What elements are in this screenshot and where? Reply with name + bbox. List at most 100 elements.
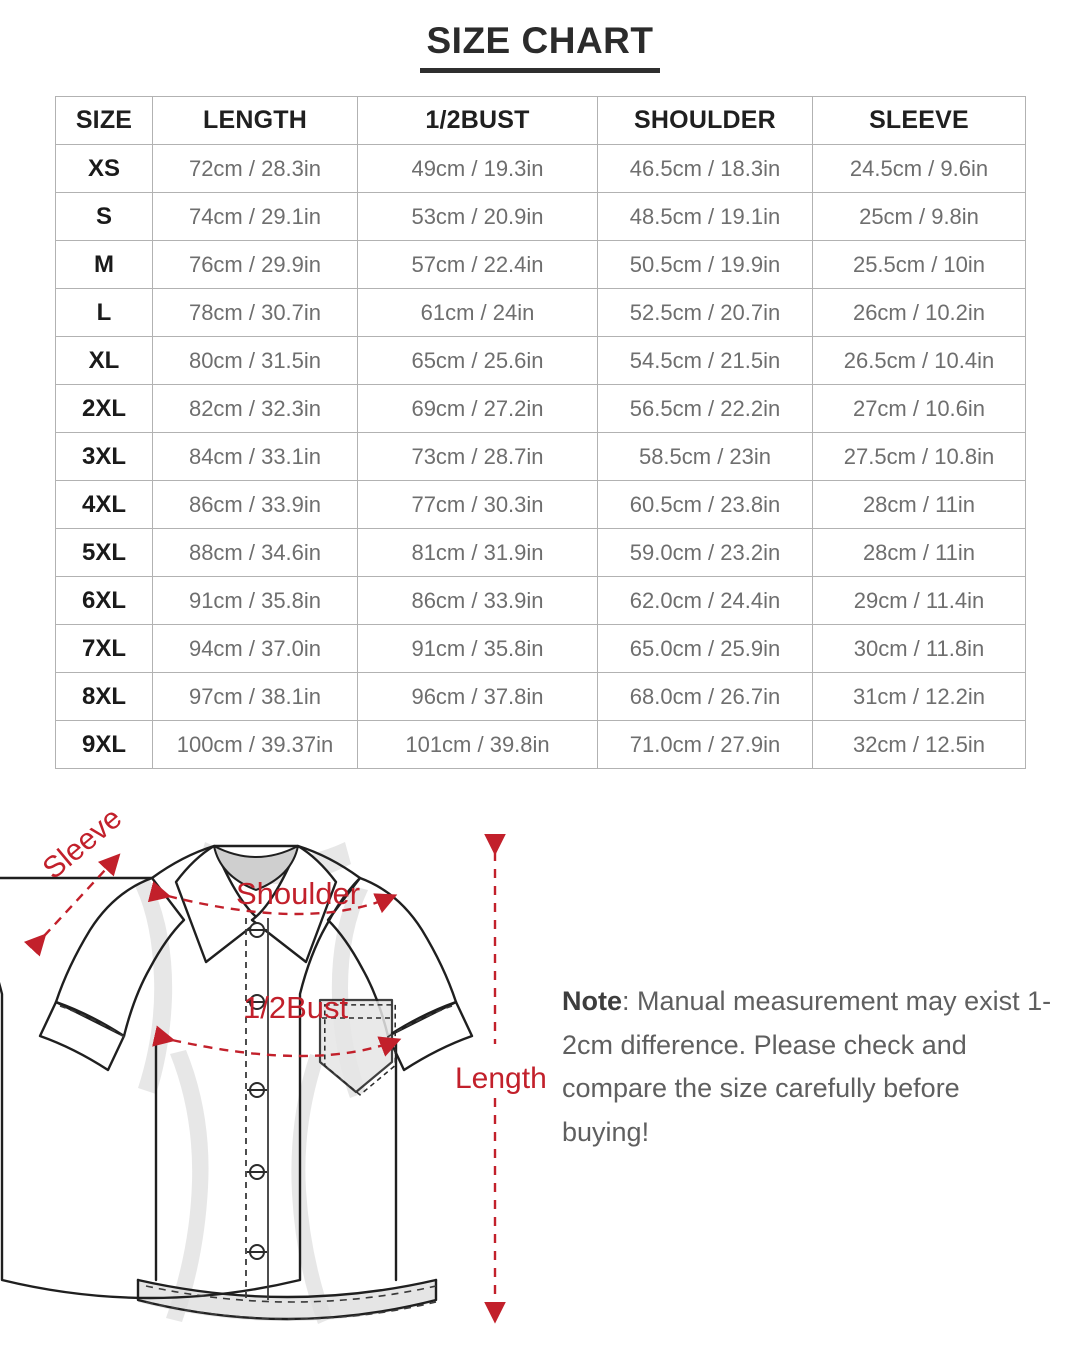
cell-bust: 91cm / 35.8in — [357, 624, 598, 673]
cell-sleeve: 26cm / 10.2in — [812, 288, 1026, 337]
cell-length: 72cm / 28.3in — [152, 144, 358, 193]
page-title: SIZE CHART — [426, 20, 654, 61]
shoulder-measure-arrow — [147, 881, 398, 916]
hem-stitching — [145, 1285, 437, 1320]
table-row: L 78cm / 30.7in 61cm / 24in 52.5cm / 20.7in… — [55, 288, 1026, 337]
table-row: M 76cm / 29.9in 57cm / 22.4in 50.5cm / 19.9… — [55, 240, 1026, 289]
title-underline — [420, 67, 660, 73]
bust-measure-arrow — [152, 1025, 402, 1058]
note-body: : Manual measurement may exist 1-2cm dif… — [562, 986, 1052, 1148]
cell-sleeve: 25.5cm / 10in — [812, 240, 1026, 289]
sleeve-measure-arrow — [23, 853, 121, 957]
column-header-size: SIZE — [55, 96, 153, 145]
cell-shoulder: 60.5cm / 23.8in — [597, 480, 813, 529]
cell-length: 97cm / 38.1in — [152, 672, 358, 721]
cell-sleeve: 26.5cm / 10.4in — [812, 336, 1026, 385]
measurement-note: Note: Manual measurement may exist 1-2cm… — [562, 980, 1054, 1155]
column-header-shoulder: SHOULDER — [597, 96, 813, 145]
table-header: SIZE LENGTH 1/2BUST SHOULDER SLEEVE — [55, 96, 1026, 145]
cell-shoulder: 46.5cm / 18.3in — [597, 144, 813, 193]
cell-shoulder: 65.0cm / 25.9in — [597, 624, 813, 673]
table-row: 4XL 86cm / 33.9in 77cm / 30.3in 60.5cm / 23… — [55, 480, 1026, 529]
cell-length: 94cm / 37.0in — [152, 624, 358, 673]
cell-size: M — [55, 240, 153, 289]
cell-size: L — [55, 288, 153, 337]
cell-bust: 101cm / 39.8in — [357, 720, 598, 769]
cell-bust: 69cm / 27.2in — [357, 384, 598, 433]
cell-size: 7XL — [55, 624, 153, 673]
cell-shoulder: 52.5cm / 20.7in — [597, 288, 813, 337]
column-header-bust: 1/2BUST — [357, 96, 598, 145]
cell-length: 86cm / 33.9in — [152, 480, 358, 529]
cell-shoulder: 50.5cm / 19.9in — [597, 240, 813, 289]
cell-sleeve: 25cm / 9.8in — [812, 192, 1026, 241]
shirt-outline — [0, 844, 474, 1321]
buttons — [247, 922, 267, 1260]
button-placket — [245, 918, 269, 1300]
cell-shoulder: 54.5cm / 21.5in — [597, 336, 813, 385]
header-row: SIZE LENGTH 1/2BUST SHOULDER SLEEVE — [55, 96, 1026, 145]
table-row: 7XL 94cm / 37.0in 91cm / 35.8in 65.0cm / 25… — [55, 624, 1026, 673]
cell-sleeve: 27cm / 10.6in — [812, 384, 1026, 433]
table-row: 2XL 82cm / 32.3in 69cm / 27.2in 56.5cm / 22… — [55, 384, 1026, 433]
note-lead: Note — [562, 986, 622, 1016]
cell-bust: 77cm / 30.3in — [357, 480, 598, 529]
cell-length: 84cm / 33.1in — [152, 432, 358, 481]
cell-bust: 73cm / 28.7in — [357, 432, 598, 481]
cell-size: 4XL — [55, 480, 153, 529]
cell-bust: 65cm / 25.6in — [357, 336, 598, 385]
cell-sleeve: 27.5cm / 10.8in — [812, 432, 1026, 481]
cell-sleeve: 28cm / 11in — [812, 480, 1026, 529]
table-row: 6XL 91cm / 35.8in 86cm / 33.9in 62.0cm / 24… — [55, 576, 1026, 625]
cell-size: 2XL — [55, 384, 153, 433]
cell-length: 91cm / 35.8in — [152, 576, 358, 625]
table-row: 3XL 84cm / 33.1in 73cm / 28.7in 58.5cm / 23… — [55, 432, 1026, 481]
cell-shoulder: 62.0cm / 24.4in — [597, 576, 813, 625]
size-chart-table: SIZE LENGTH 1/2BUST SHOULDER SLEEVE XS 72… — [55, 96, 1026, 769]
table-row: 9XL 100cm / 39.37in 101cm / 39.8in 71.0cm /… — [55, 720, 1026, 769]
cell-size: 9XL — [55, 720, 153, 769]
label-shoulder: Shoulder — [236, 876, 361, 911]
cell-shoulder: 71.0cm / 27.9in — [597, 720, 813, 769]
column-header-length: LENGTH — [152, 96, 358, 145]
cell-bust: 81cm / 31.9in — [357, 528, 598, 577]
table-row: XS 72cm / 28.3in 49cm / 19.3in 46.5cm / 18.… — [55, 144, 1026, 193]
cell-shoulder: 48.5cm / 19.1in — [597, 192, 813, 241]
cell-length: 100cm / 39.37in — [152, 720, 358, 769]
cell-size: 3XL — [55, 432, 153, 481]
cell-sleeve: 30cm / 11.8in — [812, 624, 1026, 673]
cell-sleeve: 29cm / 11.4in — [812, 576, 1026, 625]
cell-shoulder: 68.0cm / 26.7in — [597, 672, 813, 721]
cell-bust: 49cm / 19.3in — [357, 144, 598, 193]
cell-length: 78cm / 30.7in — [152, 288, 358, 337]
table-row: XL 80cm / 31.5in 65cm / 25.6in 54.5cm / 21.… — [55, 336, 1026, 385]
column-header-sleeve: SLEEVE — [812, 96, 1026, 145]
cell-size: 5XL — [55, 528, 153, 577]
cell-shoulder: 56.5cm / 22.2in — [597, 384, 813, 433]
cell-bust: 96cm / 37.8in — [357, 672, 598, 721]
cell-bust: 86cm / 33.9in — [357, 576, 598, 625]
table-row: 5XL 88cm / 34.6in 81cm / 31.9in 59.0cm / 23… — [55, 528, 1026, 577]
label-half-bust: 1/2Bust — [243, 990, 349, 1025]
cell-length: 76cm / 29.9in — [152, 240, 358, 289]
cell-bust: 53cm / 20.9in — [357, 192, 598, 241]
cell-size: XS — [55, 144, 153, 193]
page-title-block: SIZE CHART — [0, 20, 1080, 73]
cell-size: 6XL — [55, 576, 153, 625]
shirt-illustration-svg — [0, 834, 506, 1324]
cell-shoulder: 58.5cm / 23in — [597, 432, 813, 481]
hem-fill — [138, 1280, 436, 1321]
cell-bust: 61cm / 24in — [357, 288, 598, 337]
cell-sleeve: 28cm / 11in — [812, 528, 1026, 577]
cell-size: XL — [55, 336, 153, 385]
cell-size: S — [55, 192, 153, 241]
cell-sleeve: 24.5cm / 9.6in — [812, 144, 1026, 193]
cell-bust: 57cm / 22.4in — [357, 240, 598, 289]
cell-sleeve: 32cm / 12.5in — [812, 720, 1026, 769]
cell-length: 88cm / 34.6in — [152, 528, 358, 577]
cell-length: 74cm / 29.1in — [152, 192, 358, 241]
cell-length: 80cm / 31.5in — [152, 336, 358, 385]
table-row: S 74cm / 29.1in 53cm / 20.9in 48.5cm / 19.1… — [55, 192, 1026, 241]
cell-size: 8XL — [55, 672, 153, 721]
